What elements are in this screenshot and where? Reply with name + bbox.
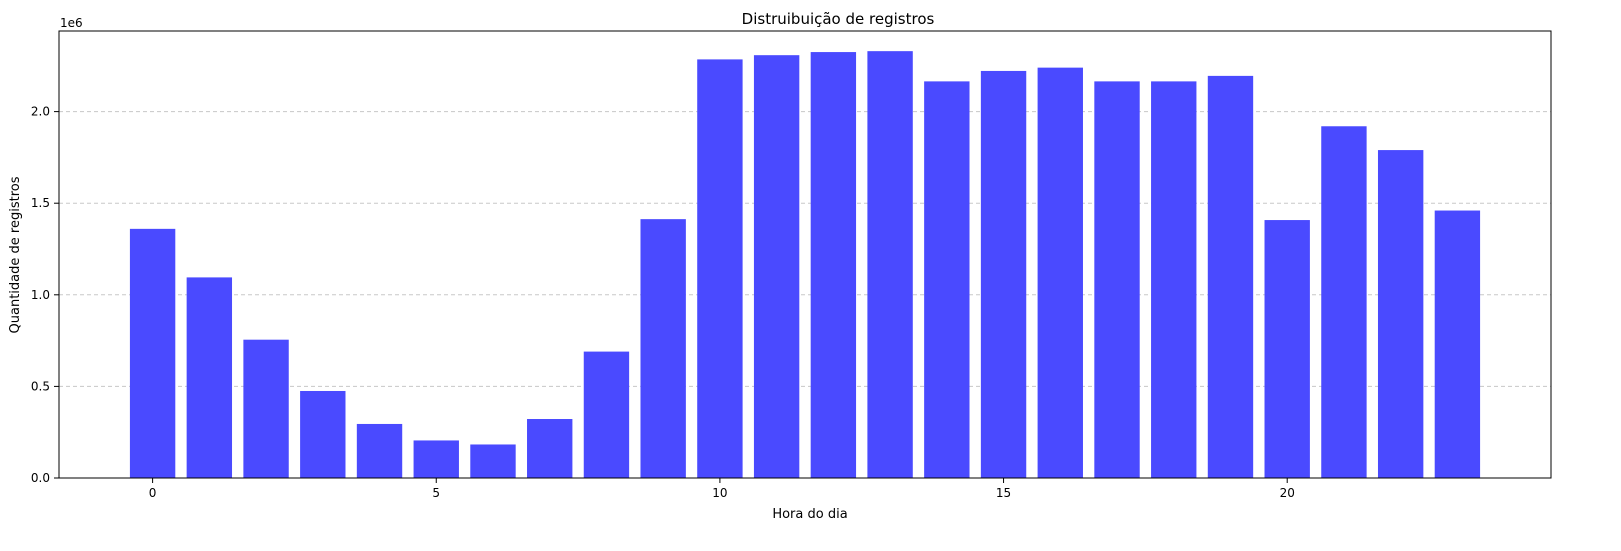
bar-hour-9 [640,219,686,478]
x-tick-label: 20 [1280,486,1295,500]
bar-hour-19 [1207,75,1254,479]
bar-hour-15 [980,70,1027,478]
x-tick-label: 5 [432,486,440,500]
y-tick-label: 0.5 [31,379,50,393]
bar-hour-20 [1264,220,1310,478]
bar-hour-1 [186,277,233,478]
bar-hour-8 [583,351,630,478]
bar-hour-22 [1377,150,1424,478]
bar-hour-6 [470,444,516,478]
bar-hour-7 [527,419,573,478]
y-tick-label: 1.0 [31,288,50,302]
y-axis-offset-label: 1e6 [60,16,83,30]
bar-hour-13 [867,51,913,478]
x-tick-label: 10 [712,486,727,500]
bar-hour-10 [697,59,743,478]
x-tick-label: 0 [149,486,157,500]
y-tick-label: 0.0 [31,471,50,485]
y-axis-title: Quantidade de registros [8,176,23,333]
bar-hour-23 [1434,210,1481,479]
bar-hour-16 [1037,67,1083,478]
x-axis-ticks: 0 5 10 15 20 [149,478,1295,500]
y-tick-label: 1.5 [31,196,50,210]
bar-hour-18 [1151,81,1197,479]
bar-hour-5 [413,440,459,478]
bar-hour-2 [243,339,289,478]
bar-hour-3 [300,390,346,478]
y-tick-label: 2.0 [31,105,50,119]
y-axis-ticks: 0.0 0.5 1.0 1.5 2.0 [31,105,59,485]
bar-hour-11 [753,55,800,478]
plot-frame [58,30,1552,479]
bar-hour-17 [1094,81,1140,479]
bar-hour-14 [924,81,970,479]
x-axis-title: Hora do dia [772,507,847,522]
chart-title: Distruibuição de registros [742,10,935,28]
bar-hour-12 [810,52,857,478]
bars [129,51,1481,479]
bar-hour-0 [129,228,176,478]
grid-lines [59,111,1551,387]
bar-hour-4 [356,423,403,478]
x-tick-label: 15 [996,486,1011,500]
bar-hour-21 [1321,126,1367,478]
